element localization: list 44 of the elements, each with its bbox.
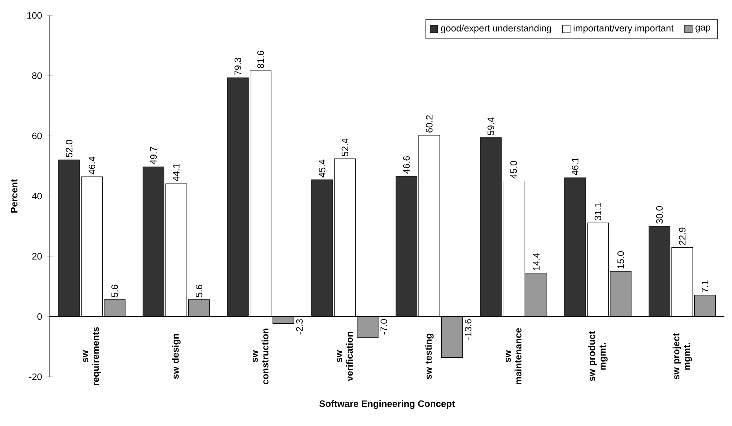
data-label: 79.3 xyxy=(234,58,242,76)
data-label: 60.2 xyxy=(426,116,433,133)
data-label: -7.0 xyxy=(380,319,388,335)
y-tick-label: 0 xyxy=(38,313,42,320)
data-label: 22.9 xyxy=(679,228,686,246)
data-label: 5.6 xyxy=(112,285,118,298)
y-tick-label: 60 xyxy=(32,132,42,140)
y-axis-title: Percent xyxy=(11,179,18,213)
x-tick-label: sw testing xyxy=(425,334,434,380)
x-tick-label: sw design xyxy=(172,334,181,380)
data-label: 46.1 xyxy=(572,158,579,176)
x-tick-label: sw requirements xyxy=(83,327,101,386)
legend-label: gap xyxy=(696,26,711,33)
data-label: 49.7 xyxy=(150,147,158,165)
x-tick-label: sw verification xyxy=(337,332,354,382)
data-label: 45.4 xyxy=(319,160,326,178)
data-label: 46.6 xyxy=(403,156,410,174)
x-tick-label: sw construction xyxy=(252,328,269,384)
data-label: 15.0 xyxy=(618,252,624,269)
x-axis-title: Software Engineering Concept xyxy=(320,400,456,410)
data-label: 7.1 xyxy=(702,280,708,293)
x-tick-label: sw product mgmt. xyxy=(588,332,608,382)
data-label: 5.6 xyxy=(196,285,203,298)
legend-label: important/very important xyxy=(574,24,674,34)
data-label: 46.4 xyxy=(88,156,96,175)
x-tick-label: sw maintenance xyxy=(506,328,522,385)
data-label: 44.1 xyxy=(173,164,180,182)
data-label: 81.6 xyxy=(258,51,264,68)
data-label: 52.0 xyxy=(66,140,73,158)
data-label: 45.0 xyxy=(510,161,518,179)
x-tick-label: sw project mgmt. xyxy=(672,333,692,380)
data-label: 31.1 xyxy=(594,203,602,221)
data-label: 30.0 xyxy=(656,206,664,224)
y-tick-label: 20 xyxy=(32,253,42,260)
y-tick-label: -20 xyxy=(29,374,42,380)
data-label: -2.3 xyxy=(296,319,304,335)
data-label: 14.4 xyxy=(533,253,540,270)
legend-label: good/expert understanding xyxy=(441,24,552,34)
y-tick-label: 40 xyxy=(32,193,42,200)
y-tick-label: 80 xyxy=(32,72,42,80)
data-label: 59.4 xyxy=(488,118,494,136)
data-label: 52.4 xyxy=(342,138,348,156)
y-tick-label: 100 xyxy=(28,12,42,19)
data-label: -13.6 xyxy=(465,319,472,340)
